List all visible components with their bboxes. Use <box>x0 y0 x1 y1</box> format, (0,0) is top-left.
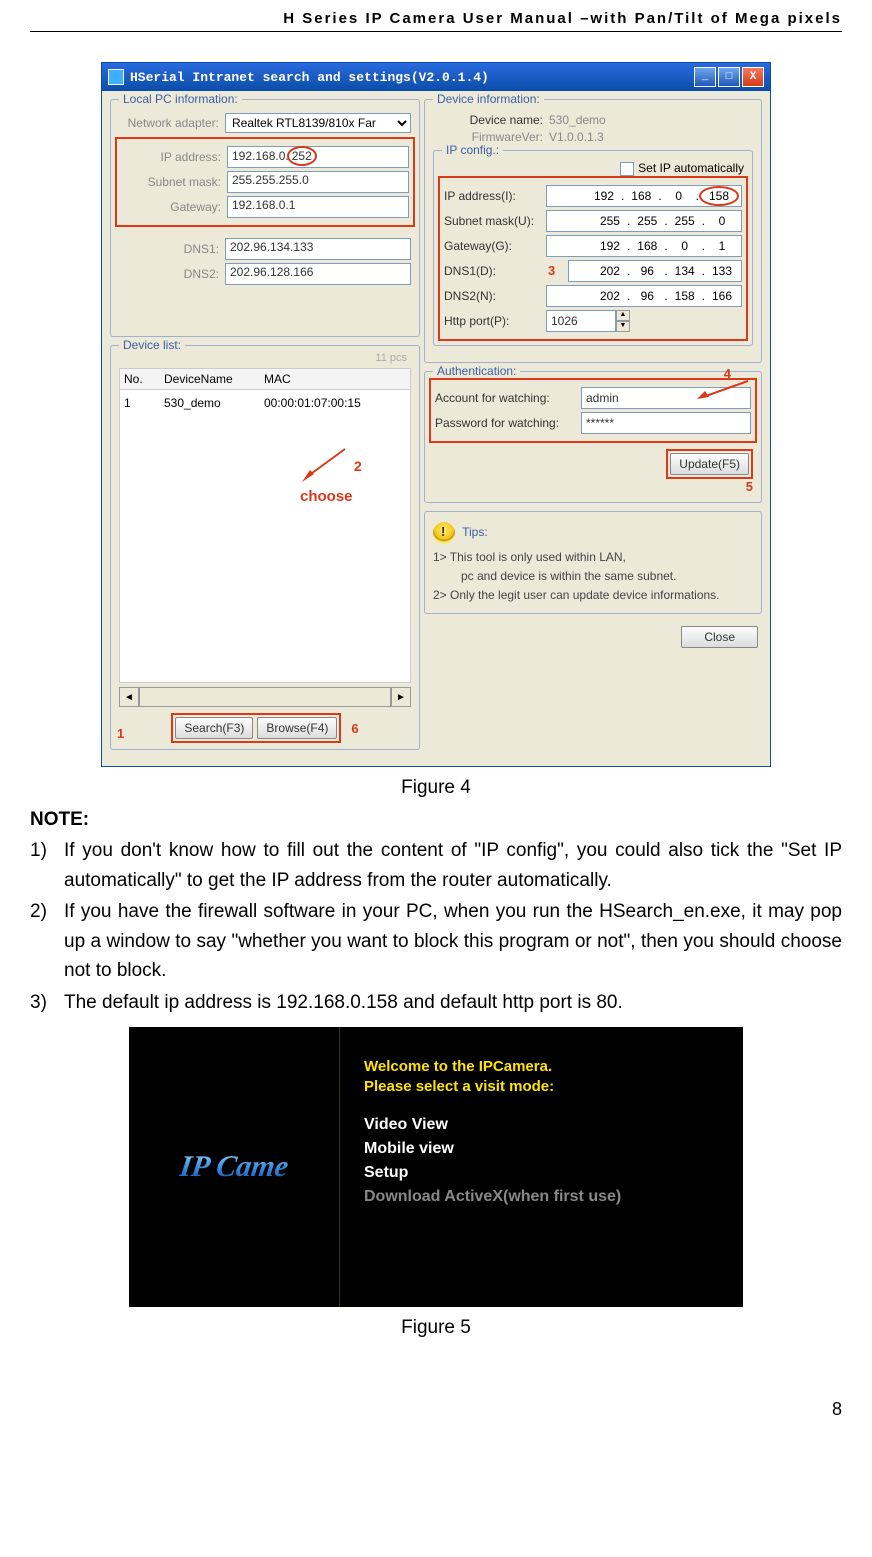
http-port-input[interactable] <box>546 310 616 332</box>
local-subnet-value: 255.255.255.0 <box>227 171 409 193</box>
device-list-group: Device list: 11 pcs No. DeviceName MAC 1… <box>110 345 420 750</box>
close-button[interactable]: X <box>742 67 764 87</box>
local-pc-group: Local PC information: Network adapter: R… <box>110 99 420 337</box>
fig5-download-activex-link[interactable]: Download ActiveX(when first use) <box>364 1188 733 1206</box>
note-item-1: 1) If you don't know how to fill out the… <box>30 836 842 895</box>
note-heading: NOTE: <box>30 805 842 834</box>
minimize-button[interactable]: _ <box>694 67 716 87</box>
choose-label: choose <box>300 488 353 505</box>
device-list-header: No. DeviceName MAC <box>119 368 411 390</box>
arrow-4-icon <box>693 379 753 403</box>
cfg-dns2-label: DNS2(N): <box>444 289 540 303</box>
cfg-gw-label: Gateway(G): <box>444 239 540 253</box>
gw-label: Gateway: <box>121 200 221 214</box>
annotation-6: 6 <box>351 721 358 736</box>
ip-last-octet-highlight: 252 <box>287 146 317 166</box>
maximize-button[interactable]: □ <box>718 67 740 87</box>
auth-group: Authentication: 4 Account for watching: … <box>424 371 762 503</box>
device-name-label: Device name: <box>433 113 543 127</box>
cfg-dns1-label: DNS1(D): <box>444 264 540 278</box>
page-header: H Series IP Camera User Manual –with Pan… <box>30 0 842 32</box>
acc-label: Account for watching: <box>435 391 575 405</box>
figure-4-container: HSerial Intranet search and settings(V2.… <box>101 62 771 767</box>
search-button[interactable]: Search(F3) <box>175 717 253 739</box>
ipcam-logo: IP Came <box>178 1150 291 1184</box>
set-ip-auto-checkbox[interactable] <box>620 162 634 176</box>
local-pc-title: Local PC information: <box>119 92 242 106</box>
ip-config-group: IP config.: Set IP automatically IP addr… <box>433 150 753 346</box>
auth-title: Authentication: <box>433 364 520 378</box>
table-row[interactable]: 1 530_demo 00:00:01:07:00:15 <box>124 396 406 410</box>
local-dns1-value: 202.96.134.133 <box>225 238 411 260</box>
dns2-label: DNS2: <box>119 267 219 281</box>
scroll-left-icon[interactable]: ◄ <box>119 687 139 707</box>
local-gw-value: 192.168.0.1 <box>227 196 409 218</box>
figure-4-caption: Figure 4 <box>30 777 842 799</box>
fig5-mobile-view-link[interactable]: Mobile view <box>364 1140 733 1158</box>
fw-label: FirmwareVer: <box>433 130 543 144</box>
annotation-3: 3 <box>548 263 555 278</box>
tip-2: 2> Only the legit user can update device… <box>433 586 753 605</box>
http-port-spinner[interactable]: ▲ ▼ <box>616 310 630 332</box>
cfg-subnet-input[interactable]: 255. 255. 255. 0 <box>546 210 742 232</box>
scroll-track[interactable] <box>139 687 391 707</box>
cfg-dns2-input[interactable]: 202. 96. 158. 166 <box>546 285 742 307</box>
tip-1: 1> This tool is only used within LAN, <box>433 548 753 567</box>
cfg-http-label: Http port(P): <box>444 314 540 328</box>
fig5-logo-panel: IP Came <box>129 1027 340 1307</box>
arrow-2-icon <box>300 444 350 487</box>
welcome-line-2: Please select a visit mode: <box>364 1077 733 1097</box>
update-button[interactable]: Update(F5) <box>670 453 749 475</box>
note-item-2: 2) If you have the firewall software in … <box>30 897 842 985</box>
welcome-line-1: Welcome to the IPCamera. <box>364 1057 733 1077</box>
scrollbar[interactable]: ◄ ► <box>119 687 411 707</box>
fw-value: V1.0.0.1.3 <box>549 130 604 144</box>
cfg-gw-input[interactable]: 192. 168. 0. 1 <box>546 235 742 257</box>
local-dns2-value: 202.96.128.166 <box>225 263 411 285</box>
note-item-3: 3) The default ip address is 192.168.0.1… <box>30 988 842 1017</box>
net-adapter-label: Network adapter: <box>119 116 219 130</box>
browse-button[interactable]: Browse(F4) <box>257 717 337 739</box>
annotation-5: 5 <box>433 479 753 494</box>
ip-label: IP address: <box>121 150 221 164</box>
device-info-group: Device information: Device name: 530_dem… <box>424 99 762 363</box>
tips-title: Tips: <box>462 525 488 539</box>
device-list-title: Device list: <box>119 338 185 352</box>
tips-icon <box>433 522 455 544</box>
ip-config-title: IP config.: <box>442 143 503 157</box>
figure-5-caption: Figure 5 <box>30 1317 842 1339</box>
app-icon <box>108 69 124 85</box>
tip-1b: pc and device is within the same subnet. <box>433 567 753 586</box>
fig5-video-view-link[interactable]: Video View <box>364 1116 733 1134</box>
pwd-label: Password for watching: <box>435 416 575 430</box>
cfg-dns1-input[interactable]: 202. 96. 134. 133 <box>568 260 742 282</box>
spin-down-icon[interactable]: ▼ <box>616 321 630 332</box>
subnet-label: Subnet mask: <box>121 175 221 189</box>
spin-up-icon[interactable]: ▲ <box>616 310 630 321</box>
cfg-ip-last-highlight: 158 <box>699 186 739 206</box>
password-input[interactable] <box>581 412 751 434</box>
page-number: 8 <box>30 1399 842 1420</box>
net-adapter-select[interactable]: Realtek RTL8139/810x Far <box>225 113 411 133</box>
annotation-1: 1 <box>117 726 124 741</box>
figure-5-container: IP Came Welcome to the IPCamera. Please … <box>129 1027 743 1307</box>
tips-group: Tips: 1> This tool is only used within L… <box>424 511 762 615</box>
scroll-right-icon[interactable]: ► <box>391 687 411 707</box>
local-ip-value: 192.168.0.252 <box>227 146 409 168</box>
cfg-ip-input[interactable]: 192. 168. 0. 158 <box>546 185 742 207</box>
device-list-body[interactable]: 1 530_demo 00:00:01:07:00:15 2 choose <box>119 390 411 683</box>
fig5-setup-link[interactable]: Setup <box>364 1164 733 1182</box>
set-ip-auto-label: Set IP automatically <box>638 161 744 175</box>
close-window-button[interactable]: Close <box>681 626 758 648</box>
device-count: 11 pcs <box>119 352 407 364</box>
device-info-title: Device information: <box>433 92 544 106</box>
annotation-2: 2 <box>354 458 362 474</box>
cfg-ip-label: IP address(I): <box>444 189 540 203</box>
dns1-label: DNS1: <box>119 242 219 256</box>
window-title: HSerial Intranet search and settings(V2.… <box>130 70 489 85</box>
xp-window: HSerial Intranet search and settings(V2.… <box>101 62 771 767</box>
titlebar: HSerial Intranet search and settings(V2.… <box>102 63 770 91</box>
device-name-value: 530_demo <box>549 113 606 127</box>
cfg-subnet-label: Subnet mask(U): <box>444 214 540 228</box>
